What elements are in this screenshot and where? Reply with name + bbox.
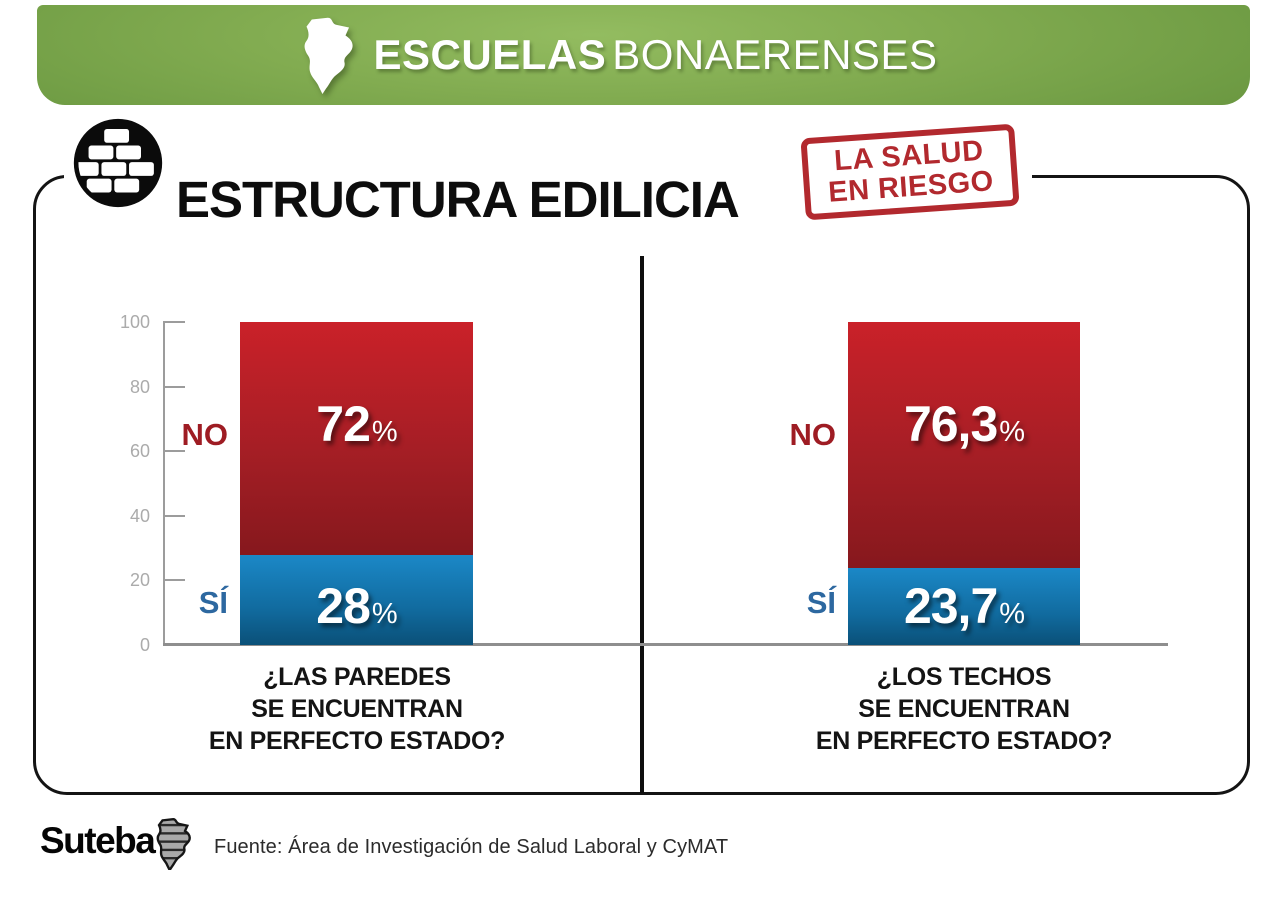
y-tick <box>163 450 185 453</box>
value-unit: % <box>371 598 398 630</box>
banner-content: ESCUELAS BONAERENSES <box>294 16 938 94</box>
y-tick <box>163 579 185 582</box>
bar-segment-si <box>848 568 1080 645</box>
segment-value-si: 28% <box>240 574 473 638</box>
segment-label-si: SÍ <box>806 585 836 620</box>
stacked-bar-walls <box>240 322 473 645</box>
province-map-icon <box>304 17 353 94</box>
suteba-logo: Suteba <box>40 820 156 861</box>
suteba-map-icon <box>156 818 191 870</box>
segment-value-si: 23,7% <box>848 574 1080 638</box>
y-tick-label: 60 <box>129 441 150 462</box>
chart-question-walls: ¿LAS PAREDES SE ENCUENTRAN EN PERFECTO E… <box>208 663 506 755</box>
segment-value-no: 76,3% <box>848 392 1080 456</box>
segment-value-no: 72% <box>240 392 473 456</box>
value-number: 76,3 <box>903 396 998 452</box>
value-unit: % <box>371 416 398 448</box>
banner-title-bold: ESCUELAS <box>373 31 607 78</box>
value-unit: % <box>999 416 1025 448</box>
y-axis <box>163 322 165 645</box>
y-tick <box>163 514 185 517</box>
y-tick <box>163 385 185 388</box>
segment-label-no: NO <box>789 417 837 452</box>
y-tick-label: 20 <box>129 570 150 591</box>
bar-segment-no <box>240 322 473 555</box>
stacked-bar-roofs <box>848 322 1080 645</box>
value-number: 28 <box>316 578 371 634</box>
chart-question-roofs: ¿LOS TECHOS SE ENCUENTRAN EN PERFECTO ES… <box>815 663 1113 755</box>
y-tick-label: 100 <box>119 312 150 332</box>
segment-label-si: SÍ <box>198 585 228 620</box>
section-title: ESTRUCTURA EDILICIA <box>176 171 740 229</box>
y-tick-label: 0 <box>139 635 150 655</box>
banner-title: ESCUELAS BONAERENSES <box>374 31 938 79</box>
bar-segment-si <box>240 554 473 645</box>
value-number: 72 <box>316 396 371 452</box>
health-risk-stamp: LA SALUD EN RIESGO <box>800 123 1020 221</box>
charts-divider <box>640 256 644 793</box>
banner-title-regular: BONAERENSES <box>612 31 938 78</box>
source-text: Fuente: Área de Investigación de Salud L… <box>214 836 729 858</box>
value-number: 23,7 <box>903 578 998 634</box>
y-tick <box>163 321 185 323</box>
x-baseline <box>163 643 1168 646</box>
y-tick-label: 40 <box>129 505 150 526</box>
y-tick-label: 80 <box>129 376 150 397</box>
value-unit: % <box>999 598 1025 630</box>
brick-wall-icon <box>73 118 163 208</box>
bar-segment-no <box>848 322 1080 569</box>
header-banner: ESCUELAS BONAERENSES <box>37 5 1250 105</box>
segment-label-no: NO <box>181 417 229 452</box>
